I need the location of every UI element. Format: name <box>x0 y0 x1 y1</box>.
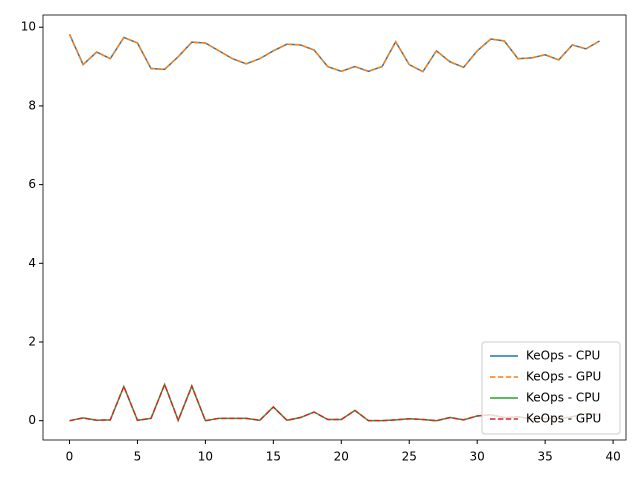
legend-box <box>481 341 621 435</box>
y-tick-label: 0 <box>28 413 36 427</box>
legend-label: KeOps - CPU <box>526 349 600 363</box>
legend-label: KeOps - GPU <box>526 370 601 384</box>
y-tick-label: 8 <box>28 98 36 112</box>
series-line <box>68 34 600 73</box>
series-line <box>68 34 600 73</box>
y-tick-label: 6 <box>28 177 36 191</box>
x-tick-label: 35 <box>538 450 553 464</box>
legend-label: KeOps - GPU <box>526 412 601 426</box>
x-tick-label: 0 <box>66 450 74 464</box>
y-tick-label: 2 <box>28 334 36 348</box>
legend-label: KeOps - CPU <box>526 391 600 405</box>
axes-frame <box>42 14 627 441</box>
y-tick-label: 4 <box>28 256 36 270</box>
x-tick-label: 5 <box>134 450 142 464</box>
y-tick-label: 10 <box>21 20 36 34</box>
x-tick-label: 40 <box>605 450 620 464</box>
x-tick-label: 30 <box>470 450 485 464</box>
x-tick-label: 10 <box>198 450 213 464</box>
legend: KeOps - CPU KeOps - GPU KeOps - CPU KeOps -… <box>481 341 621 435</box>
x-tick-label: 25 <box>402 450 417 464</box>
x-tick-label: 15 <box>266 450 281 464</box>
x-tick-label: 20 <box>334 450 349 464</box>
